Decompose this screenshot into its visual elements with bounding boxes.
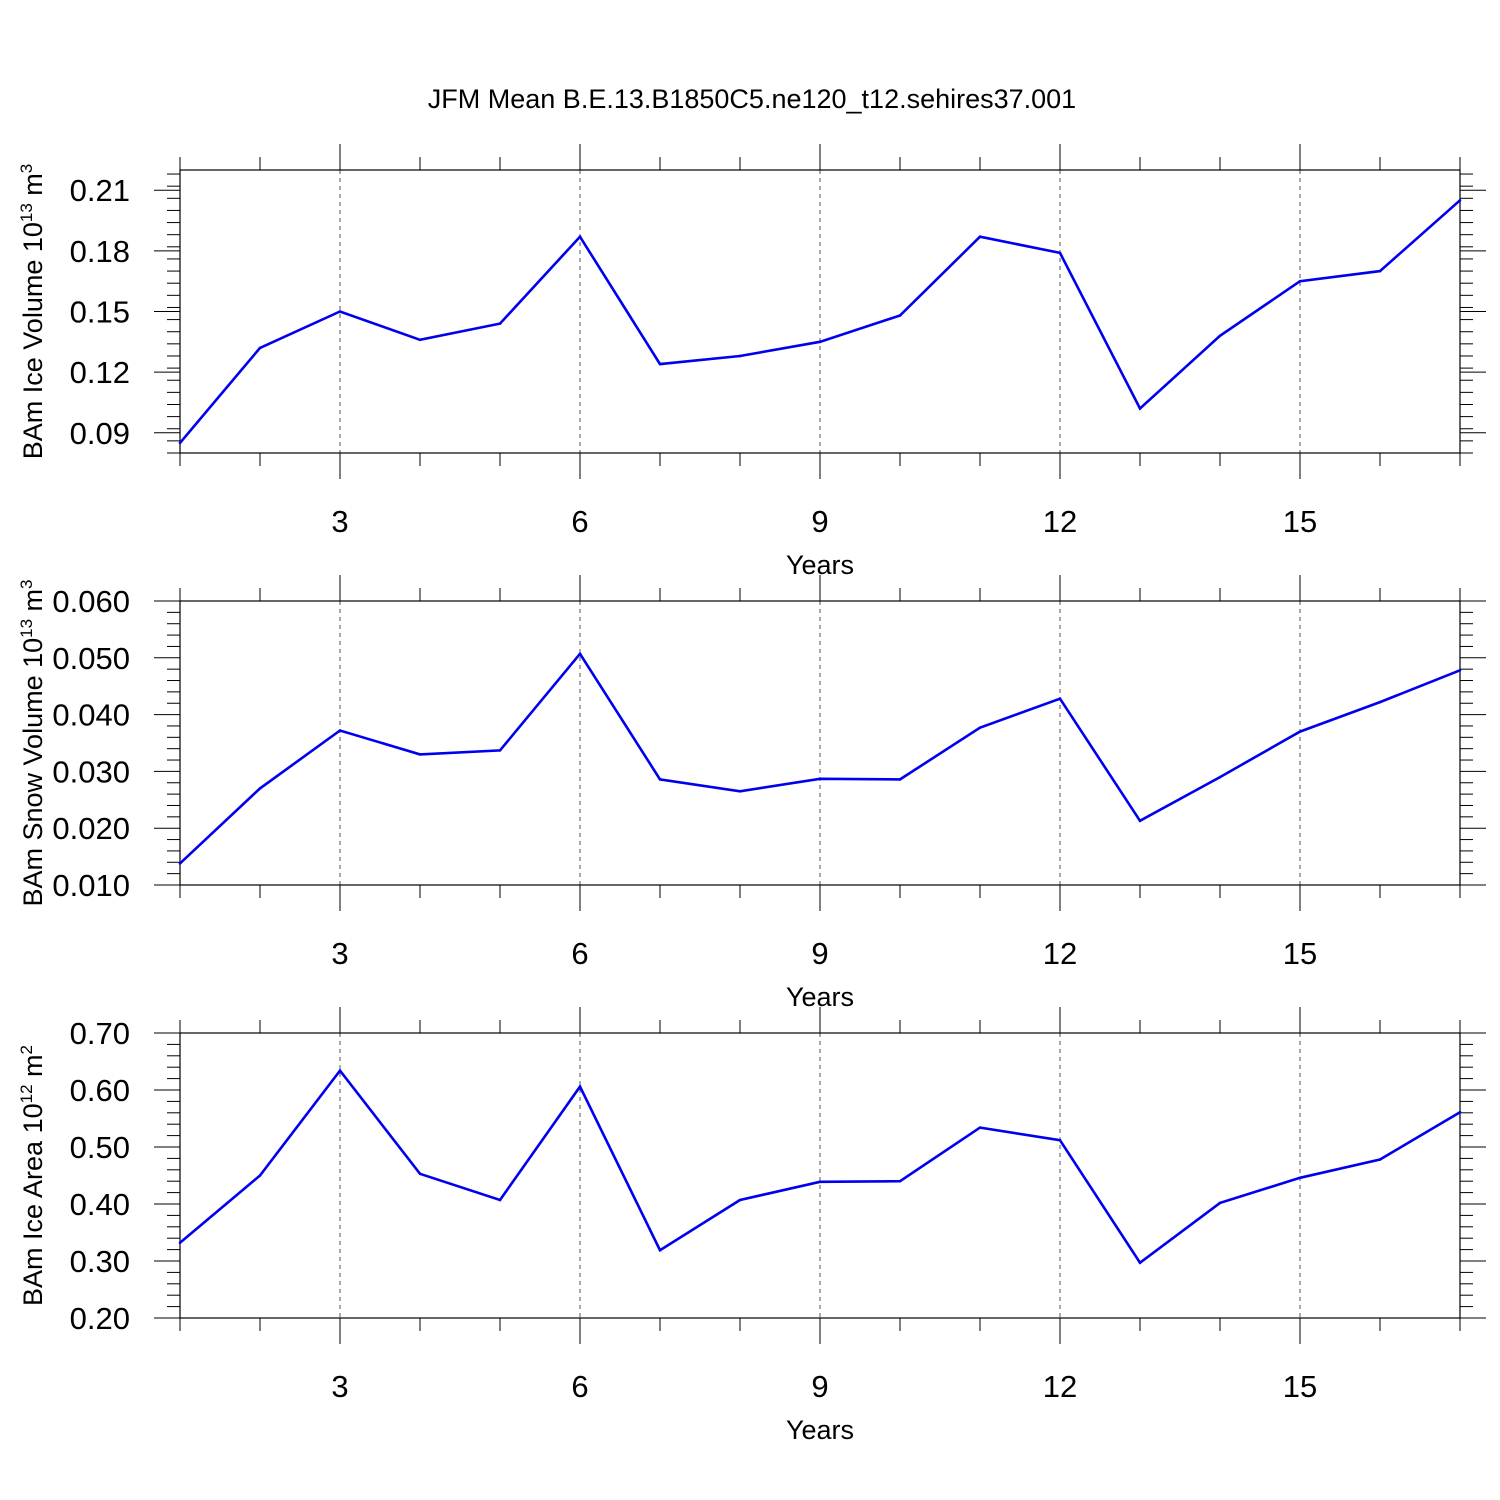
x-tick-label: 15 — [1283, 1369, 1317, 1404]
panels: 3 6 9 12 15 0.09 0.12 0.15 0.18 0.21 Years BAm Ice … — [17, 144, 1486, 1445]
data-point — [978, 235, 982, 239]
y-axis-label: BAm Snow Volume 1013 m3 — [17, 579, 48, 906]
data-point — [178, 862, 182, 865]
data-point — [338, 729, 342, 732]
data-point — [418, 753, 422, 756]
data-point — [738, 1198, 742, 1202]
y-tick-label: 0.18 — [70, 234, 130, 269]
data-point — [1058, 697, 1062, 700]
data-point — [898, 778, 902, 781]
x-tick-label: 12 — [1043, 504, 1077, 539]
y-tick-label: 0.030 — [52, 754, 130, 789]
y-tick-label: 0.09 — [70, 416, 130, 451]
data-point — [658, 1248, 662, 1252]
x-tick-label: 3 — [331, 936, 348, 971]
data-point — [338, 1069, 342, 1072]
x-tick-label: 9 — [811, 1369, 828, 1404]
x-tick-label: 6 — [571, 936, 588, 971]
data-point — [1378, 269, 1382, 273]
y-tick-label: 0.050 — [52, 641, 130, 676]
data-point — [1458, 668, 1462, 672]
data-point — [1298, 1176, 1302, 1180]
x-tick-label: 6 — [571, 1369, 588, 1404]
data-point — [658, 778, 662, 781]
data-point — [1298, 730, 1302, 733]
data-point — [978, 726, 982, 729]
series-line — [179, 651, 1461, 865]
data-point — [498, 322, 502, 325]
data-point — [898, 1179, 902, 1183]
plot-frame — [179, 169, 1461, 454]
data-point — [1058, 1138, 1062, 1142]
x-tick-label: 3 — [331, 504, 348, 539]
data-point — [338, 310, 342, 313]
data-point — [578, 1085, 582, 1088]
y-tick-label: 0.15 — [70, 295, 130, 330]
data-point — [658, 362, 662, 366]
figure-title: JFM Mean B.E.13.B1850C5.ne120_t12.sehire… — [428, 84, 1076, 114]
data-point — [818, 777, 822, 781]
data-point — [898, 314, 902, 317]
x-tick-label: 15 — [1283, 936, 1317, 971]
y-axis-label: BAm Ice Area 1012 m2 — [17, 1045, 48, 1306]
data-point — [258, 1174, 262, 1177]
y-tick-label: 0.70 — [70, 1016, 130, 1051]
data-point — [498, 1198, 502, 1202]
data-point — [1458, 199, 1462, 202]
x-tick-label: 9 — [811, 504, 828, 539]
data-point — [578, 235, 582, 239]
data-point — [738, 789, 742, 793]
x-tick-label: 3 — [331, 1369, 348, 1404]
data-point — [418, 338, 422, 342]
y-tick-label: 0.20 — [70, 1301, 130, 1336]
data-point — [418, 1172, 422, 1176]
data-point — [578, 652, 582, 656]
panel-2: 3 6 9 12 150.0100.0200.0300.0400.0500.060Yea… — [17, 575, 1486, 1012]
data-point — [258, 787, 262, 790]
data-point — [1138, 1261, 1142, 1265]
data-point — [1138, 819, 1142, 823]
data-point — [498, 749, 502, 752]
data-point — [1218, 1201, 1222, 1205]
data-point — [258, 346, 262, 350]
y-tick-label: 0.020 — [52, 811, 130, 846]
plot-frame — [179, 1032, 1461, 1319]
data-point — [818, 1180, 822, 1184]
data-point — [178, 1241, 182, 1245]
data-point — [178, 441, 182, 445]
y-tick-label: 0.50 — [70, 1130, 130, 1165]
y-tick-label: 0.010 — [52, 868, 130, 903]
data-point — [1058, 251, 1062, 255]
data-point — [1458, 1110, 1462, 1114]
data-point — [978, 1126, 982, 1129]
data-point — [1378, 700, 1382, 704]
data-point — [1378, 1158, 1382, 1161]
y-tick-label: 0.40 — [70, 1187, 130, 1222]
data-point — [818, 340, 822, 344]
y-axis-label: BAm Ice Volume 1013 m3 — [17, 164, 48, 460]
data-point — [1218, 775, 1222, 779]
plot-frame — [179, 600, 1461, 886]
panel-3: 3 6 9 12 15 0.20 0.30 0.40 0.50 0.60 0.70 Years BAm … — [17, 1007, 1486, 1445]
x-tick-label: 6 — [571, 504, 588, 539]
data-point — [1298, 279, 1302, 283]
x-axis-label: Years — [786, 1415, 854, 1445]
data-point — [1138, 407, 1142, 410]
x-tick-label: 12 — [1043, 1369, 1077, 1404]
y-tick-label: 0.12 — [70, 355, 130, 390]
y-tick-label: 0.060 — [52, 584, 130, 619]
y-tick-label: 0.60 — [70, 1073, 130, 1108]
data-point — [1218, 334, 1222, 338]
x-tick-label: 12 — [1043, 936, 1077, 971]
data-point — [738, 354, 742, 358]
x-tick-label: 15 — [1283, 504, 1317, 539]
y-tick-label: 0.21 — [70, 173, 130, 208]
x-tick-label: 9 — [811, 936, 828, 971]
y-tick-label: 0.040 — [52, 698, 130, 733]
y-tick-label: 0.30 — [70, 1244, 130, 1279]
